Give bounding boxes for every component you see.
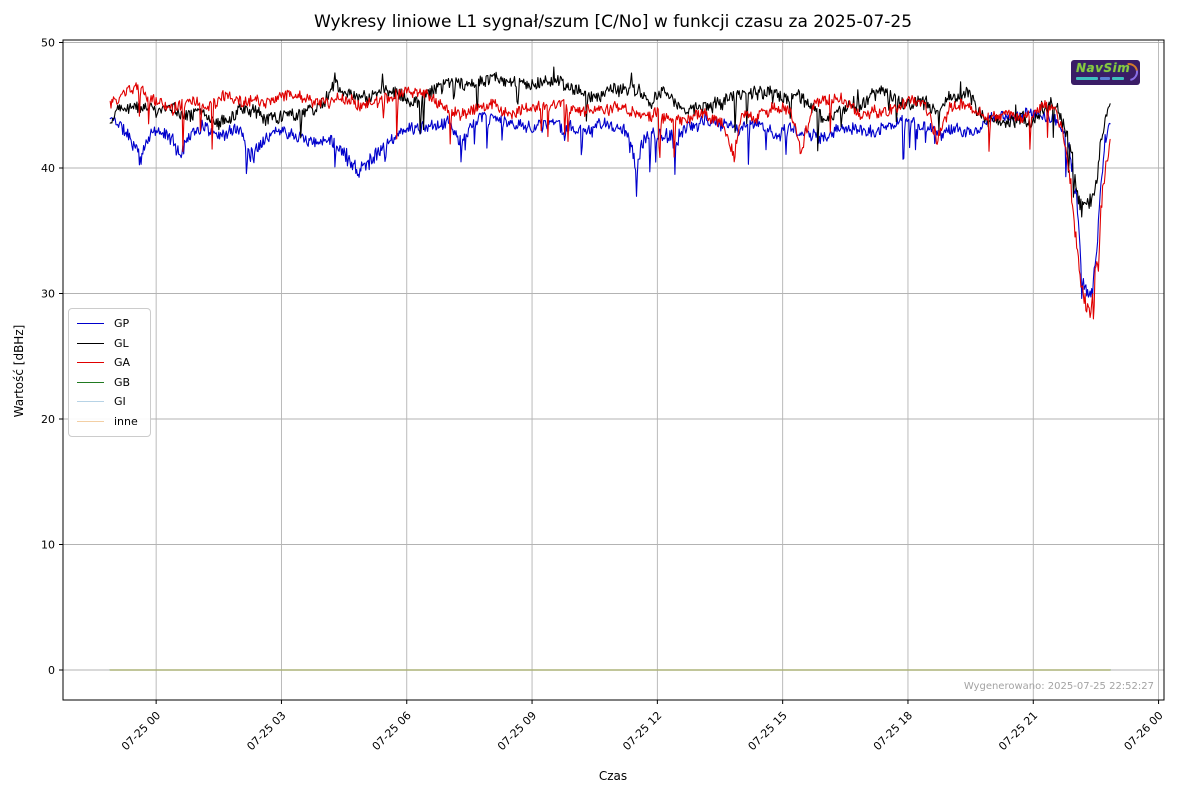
y-tick-label: 50: [41, 37, 55, 50]
y-axis-label: Wartość [dBHz]: [12, 324, 26, 418]
x-axis-label: Czas: [598, 769, 628, 783]
logo-subtext-decoration: [1076, 77, 1098, 80]
logo-text: NavSim: [1076, 61, 1131, 75]
legend-item-inne: inne: [77, 412, 138, 432]
y-tick-label: 30: [41, 288, 55, 301]
x-tick-label: 07-25 18: [871, 709, 915, 753]
legend-item-GB: GB: [77, 373, 138, 393]
legend-label: inne: [114, 414, 138, 428]
legend-line-swatch: [77, 401, 104, 403]
navsim-logo: NavSim: [1071, 60, 1140, 85]
x-tick-label: 07-25 00: [119, 709, 163, 753]
x-tick-label: 07-25 15: [746, 709, 790, 753]
legend-line-swatch: [77, 381, 104, 383]
x-tick-label: 07-25 06: [370, 709, 414, 753]
series-GL: [109, 66, 1111, 218]
x-tick-label: 07-25 03: [244, 709, 288, 753]
legend-line-swatch: [77, 342, 104, 344]
series-lines: [109, 66, 1111, 671]
legend-line-swatch: [77, 362, 104, 364]
y-tick-label: 10: [41, 539, 55, 552]
axis-ticks: [59, 42, 1160, 704]
x-tick-label: 07-25 09: [495, 709, 539, 753]
legend: GP GL GA GB GI inne: [68, 308, 151, 437]
y-tick-label: 0: [48, 664, 55, 677]
chart-title: Wykresy liniowe L1 sygnał/szum [C/No] w …: [313, 12, 913, 32]
legend-item-GL: GL: [77, 334, 138, 354]
series-GP: [109, 107, 1111, 300]
series-GA: [109, 82, 1111, 320]
gridlines: [63, 40, 1164, 700]
generated-timestamp: Wygenerowano: 2025-07-25 22:52:27: [963, 681, 1154, 692]
legend-label: GB: [114, 375, 131, 389]
legend-item-GI: GI: [77, 392, 138, 412]
legend-label: GI: [114, 395, 126, 409]
y-tick-label: 40: [41, 162, 55, 175]
legend-label: GL: [114, 336, 129, 350]
y-tick-label: 20: [41, 413, 55, 426]
x-tick-label: 07-25 21: [996, 709, 1040, 753]
logo-subtext-decoration: [1112, 77, 1124, 80]
logo-subtext-decoration: [1100, 77, 1110, 80]
plot-frame: [62, 39, 1165, 701]
legend-line-swatch: [77, 420, 104, 422]
x-tick-label: 07-25 12: [620, 709, 664, 753]
legend-line-swatch: [77, 323, 104, 325]
legend-item-GA: GA: [77, 353, 138, 373]
x-tick-label: 07-26 00: [1122, 709, 1166, 753]
legend-label: GA: [114, 356, 131, 370]
legend-label: GP: [114, 317, 130, 331]
legend-item-GP: GP: [77, 314, 138, 334]
axis-tick-labels: 07-25 00 07-25 03 07-25 06 07-25 09 07-25 12…: [41, 37, 1166, 754]
